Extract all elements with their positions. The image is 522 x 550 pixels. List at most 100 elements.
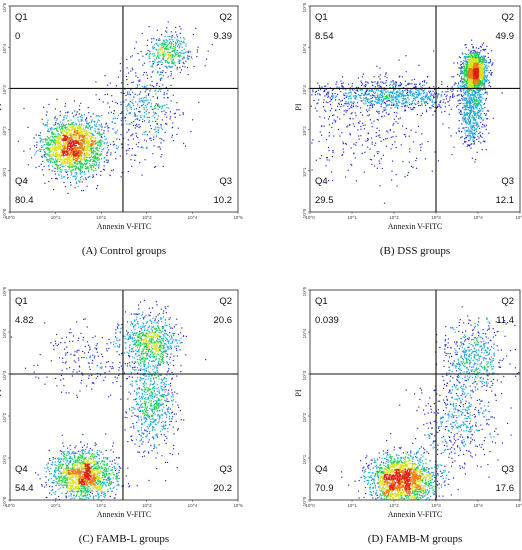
event-dot <box>165 59 167 62</box>
event-dot <box>486 64 488 66</box>
event-dot <box>152 48 154 50</box>
event-dot <box>71 172 73 174</box>
event-dot <box>141 174 143 176</box>
event-dot <box>380 98 382 100</box>
event-dot <box>185 60 187 62</box>
event-dot <box>386 137 388 140</box>
event-dot <box>492 62 494 64</box>
event-dot <box>484 72 486 74</box>
event-dot <box>88 112 90 114</box>
event-dot <box>416 93 418 95</box>
event-dot <box>64 127 66 129</box>
event-dot <box>68 124 70 126</box>
event-dot <box>371 122 373 124</box>
event-dot <box>474 100 476 102</box>
event-dot <box>187 58 189 60</box>
event-dot <box>363 99 365 101</box>
event-dot <box>54 148 56 150</box>
event-dot <box>480 46 482 48</box>
event-dot <box>474 85 476 87</box>
event-dot <box>366 89 369 91</box>
event-dot <box>480 58 482 60</box>
event-dot <box>57 134 59 136</box>
quadrant-value: 0 <box>15 31 20 42</box>
event-dot <box>67 176 69 179</box>
event-dot <box>460 86 462 88</box>
event-dot <box>65 158 67 160</box>
event-dot <box>393 123 395 125</box>
event-dot <box>152 111 155 113</box>
event-dot <box>474 114 476 116</box>
event-dot <box>468 121 470 123</box>
event-dot <box>478 96 480 99</box>
event-dot <box>116 145 118 147</box>
event-dot <box>84 146 86 148</box>
event-dot <box>328 159 330 161</box>
event-dot <box>63 156 65 158</box>
event-dot <box>65 138 67 141</box>
event-dot <box>143 102 145 104</box>
event-dot <box>129 93 131 95</box>
event-dot <box>81 123 83 125</box>
event-dot <box>371 81 373 83</box>
event-dot <box>42 141 44 143</box>
event-dot <box>326 94 328 96</box>
event-dot <box>438 93 440 95</box>
event-dot <box>58 174 60 176</box>
event-dot <box>467 100 469 102</box>
event-dot <box>481 83 483 85</box>
event-dot <box>172 59 174 61</box>
event-dot <box>77 156 79 158</box>
event-dot <box>130 159 132 161</box>
event-dot <box>83 178 85 180</box>
event-dot <box>355 92 357 95</box>
event-dot <box>469 97 471 99</box>
event-dot <box>62 146 64 148</box>
event-dot <box>79 143 81 145</box>
event-dot <box>462 99 464 101</box>
event-dot <box>45 124 47 126</box>
event-dot <box>479 57 481 59</box>
event-dot <box>106 162 108 164</box>
event-dot <box>418 64 420 66</box>
event-dot <box>475 102 477 104</box>
event-dot <box>365 97 367 99</box>
event-dot <box>137 53 139 55</box>
event-dot <box>355 180 357 182</box>
event-dot <box>85 139 87 141</box>
event-dot <box>458 99 460 101</box>
event-dot <box>73 145 75 147</box>
event-dot <box>350 101 352 103</box>
event-dot <box>382 111 384 113</box>
event-dot <box>478 132 480 135</box>
event-dot <box>63 135 65 137</box>
event-dot <box>57 167 59 169</box>
event-dot <box>377 102 379 104</box>
event-dot <box>323 106 325 108</box>
event-dot <box>481 108 483 110</box>
event-dot <box>94 156 96 158</box>
event-dot <box>56 126 58 128</box>
event-dot <box>478 137 480 139</box>
event-dot <box>395 98 397 100</box>
event-dot <box>462 62 464 64</box>
event-dot <box>311 142 313 144</box>
event-dot <box>62 176 65 178</box>
event-dot <box>410 129 412 131</box>
event-dot <box>480 104 482 106</box>
event-dot <box>102 141 104 143</box>
event-dot <box>85 168 87 170</box>
event-dot <box>476 85 478 87</box>
event-dot <box>463 67 465 69</box>
event-dot <box>207 50 209 52</box>
event-dot <box>79 160 81 163</box>
event-dot <box>135 135 138 137</box>
x-axis-label: Annexin V-FITC <box>97 222 151 231</box>
event-dot <box>157 96 159 98</box>
event-dot <box>477 53 479 55</box>
event-dot <box>458 127 460 129</box>
event-dot <box>447 101 449 103</box>
event-dot <box>464 66 466 68</box>
event-dot <box>72 153 74 155</box>
event-dot <box>77 140 79 142</box>
